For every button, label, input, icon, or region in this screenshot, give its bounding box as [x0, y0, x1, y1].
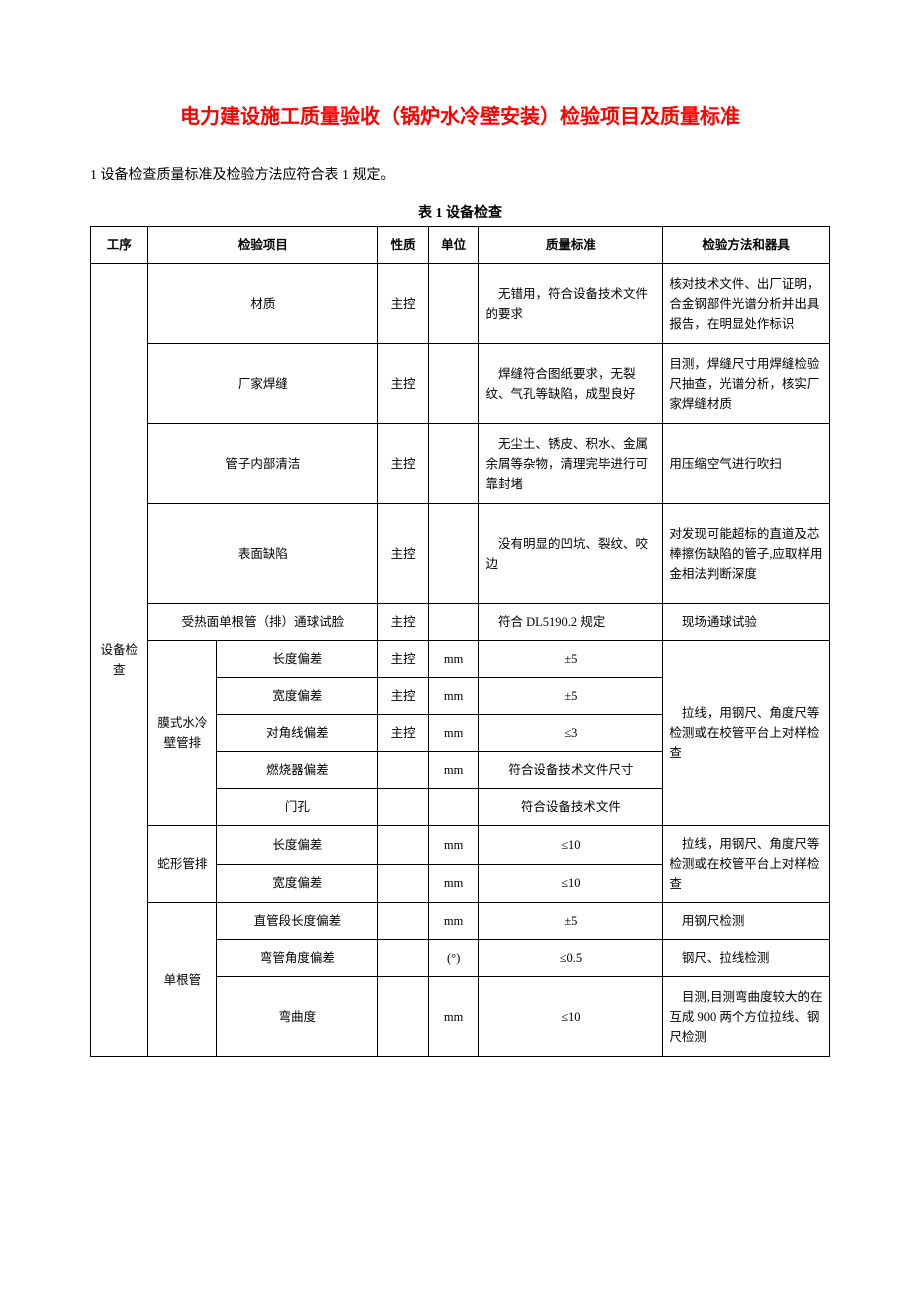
cell-std: ≤3	[479, 715, 663, 752]
cell-unit: mm	[428, 678, 479, 715]
cell-std: 符合设备技术文件尺寸	[479, 752, 663, 789]
cell-unit	[428, 264, 479, 344]
cell-unit	[428, 789, 479, 826]
cell-group: 单根管	[148, 903, 217, 1057]
cell-unit: mm	[428, 826, 479, 865]
cell-std: 符合 DL5190.2 规定	[479, 604, 663, 641]
cell-proc: 设备检查	[91, 264, 148, 1057]
cell-unit: mm	[428, 864, 479, 903]
cell-item: 厂家焊缝	[148, 344, 378, 424]
cell-nature	[378, 826, 429, 865]
cell-nature	[378, 940, 429, 977]
cell-unit: mm	[428, 715, 479, 752]
cell-std: ≤0.5	[479, 940, 663, 977]
cell-unit	[428, 504, 479, 604]
cell-unit: mm	[428, 977, 479, 1057]
cell-nature: 主控	[378, 344, 429, 424]
cell-nature: 主控	[378, 604, 429, 641]
cell-item: 表面缺陷	[148, 504, 378, 604]
cell-std: ±5	[479, 678, 663, 715]
cell-std: 焊缝符合图纸要求，无裂纹、气孔等缺陷，成型良好	[479, 344, 663, 424]
table-caption: 表 1 设备检查	[90, 202, 830, 222]
page-title: 电力建设施工质量验收（锅炉水冷壁安装）检验项目及质量标准	[90, 100, 830, 129]
table-row: 厂家焊缝 主控 焊缝符合图纸要求，无裂纹、气孔等缺陷，成型良好 目测，焊缝尺寸用…	[91, 344, 830, 424]
th-nature: 性质	[378, 227, 429, 264]
cell-method: 拉线，用钢尺、角度尺等检测或在校管平台上对样检查	[663, 641, 830, 826]
cell-nature: 主控	[378, 678, 429, 715]
cell-std: 没有明显的凹坑、裂纹、咬边	[479, 504, 663, 604]
th-unit: 单位	[428, 227, 479, 264]
cell-nature	[378, 789, 429, 826]
th-std: 质量标准	[479, 227, 663, 264]
cell-item: 长度偏差	[217, 641, 378, 678]
cell-method: 现场通球试验	[663, 604, 830, 641]
th-check: 检验项目	[148, 227, 378, 264]
cell-std: ±5	[479, 903, 663, 940]
cell-nature: 主控	[378, 504, 429, 604]
cell-item: 材质	[148, 264, 378, 344]
th-proc: 工序	[91, 227, 148, 264]
table-row: 管子内部清洁 主控 无尘土、锈皮、积水、金属余屑等杂物，清理完毕进行可靠封堵 用…	[91, 424, 830, 504]
cell-nature: 主控	[378, 715, 429, 752]
cell-item: 对角线偏差	[217, 715, 378, 752]
cell-std: ≤10	[479, 826, 663, 865]
cell-method: 目测,目测弯曲度较大的在互成 900 两个方位拉线、钢尺检测	[663, 977, 830, 1057]
cell-item: 长度偏差	[217, 826, 378, 865]
cell-item: 宽度偏差	[217, 864, 378, 903]
cell-item: 燃烧器偏差	[217, 752, 378, 789]
cell-nature: 主控	[378, 641, 429, 678]
cell-method: 用钢尺检测	[663, 903, 830, 940]
cell-unit	[428, 344, 479, 424]
cell-item: 弯曲度	[217, 977, 378, 1057]
cell-item: 直管段长度偏差	[217, 903, 378, 940]
table-row: 单根管 直管段长度偏差 mm ±5 用钢尺检测	[91, 903, 830, 940]
cell-method: 拉线，用钢尺、角度尺等检测或在校管平台上对样检查	[663, 826, 830, 903]
cell-std: ≤10	[479, 977, 663, 1057]
table-row: 受热面单根管（排）通球试脸 主控 符合 DL5190.2 规定 现场通球试验	[91, 604, 830, 641]
cell-method: 核对技术文件、出厂证明，合金钢部件光谱分析并出具报告，在明显处作标识	[663, 264, 830, 344]
table-row: 蛇形管排 长度偏差 mm ≤10 拉线，用钢尺、角度尺等检测或在校管平台上对样检…	[91, 826, 830, 865]
cell-nature	[378, 977, 429, 1057]
cell-item: 宽度偏差	[217, 678, 378, 715]
cell-method: 用压缩空气进行吹扫	[663, 424, 830, 504]
cell-nature	[378, 864, 429, 903]
cell-unit	[428, 424, 479, 504]
cell-item: 受热面单根管（排）通球试脸	[148, 604, 378, 641]
cell-unit: (°)	[428, 940, 479, 977]
cell-std: ±5	[479, 641, 663, 678]
cell-unit	[428, 604, 479, 641]
cell-group: 膜式水冷壁管排	[148, 641, 217, 826]
table-row: 设备检查 材质 主控 无错用，符合设备技术文件的要求 核对技术文件、出厂证明，合…	[91, 264, 830, 344]
cell-std: 无错用，符合设备技术文件的要求	[479, 264, 663, 344]
table-row: 表面缺陷 主控 没有明显的凹坑、裂纹、咬边 对发现可能超标的直道及芯棒擦伤缺陷的…	[91, 504, 830, 604]
cell-unit: mm	[428, 752, 479, 789]
cell-nature	[378, 903, 429, 940]
th-method: 检验方法和器具	[663, 227, 830, 264]
cell-unit: mm	[428, 641, 479, 678]
cell-nature: 主控	[378, 424, 429, 504]
cell-nature	[378, 752, 429, 789]
intro-text: 1 设备检查质量标准及检验方法应符合表 1 规定。	[90, 164, 830, 184]
cell-method: 对发现可能超标的直道及芯棒擦伤缺陷的管子,应取样用金相法判断深度	[663, 504, 830, 604]
inspection-table: 工序 检验项目 性质 单位 质量标准 检验方法和器具 设备检查 材质 主控 无错…	[90, 226, 830, 1057]
table-row: 膜式水冷壁管排 长度偏差 主控 mm ±5 拉线，用钢尺、角度尺等检测或在校管平…	[91, 641, 830, 678]
cell-item: 门孔	[217, 789, 378, 826]
cell-group: 蛇形管排	[148, 826, 217, 903]
cell-item: 管子内部清洁	[148, 424, 378, 504]
cell-std: 无尘土、锈皮、积水、金属余屑等杂物，清理完毕进行可靠封堵	[479, 424, 663, 504]
cell-std: ≤10	[479, 864, 663, 903]
cell-std: 符合设备技术文件	[479, 789, 663, 826]
table-header-row: 工序 检验项目 性质 单位 质量标准 检验方法和器具	[91, 227, 830, 264]
cell-method: 目测，焊缝尺寸用焊缝检验尺抽查，光谱分析，核实厂家焊缝材质	[663, 344, 830, 424]
cell-item: 弯管角度偏差	[217, 940, 378, 977]
cell-unit: mm	[428, 903, 479, 940]
cell-nature: 主控	[378, 264, 429, 344]
cell-method: 钢尺、拉线检测	[663, 940, 830, 977]
